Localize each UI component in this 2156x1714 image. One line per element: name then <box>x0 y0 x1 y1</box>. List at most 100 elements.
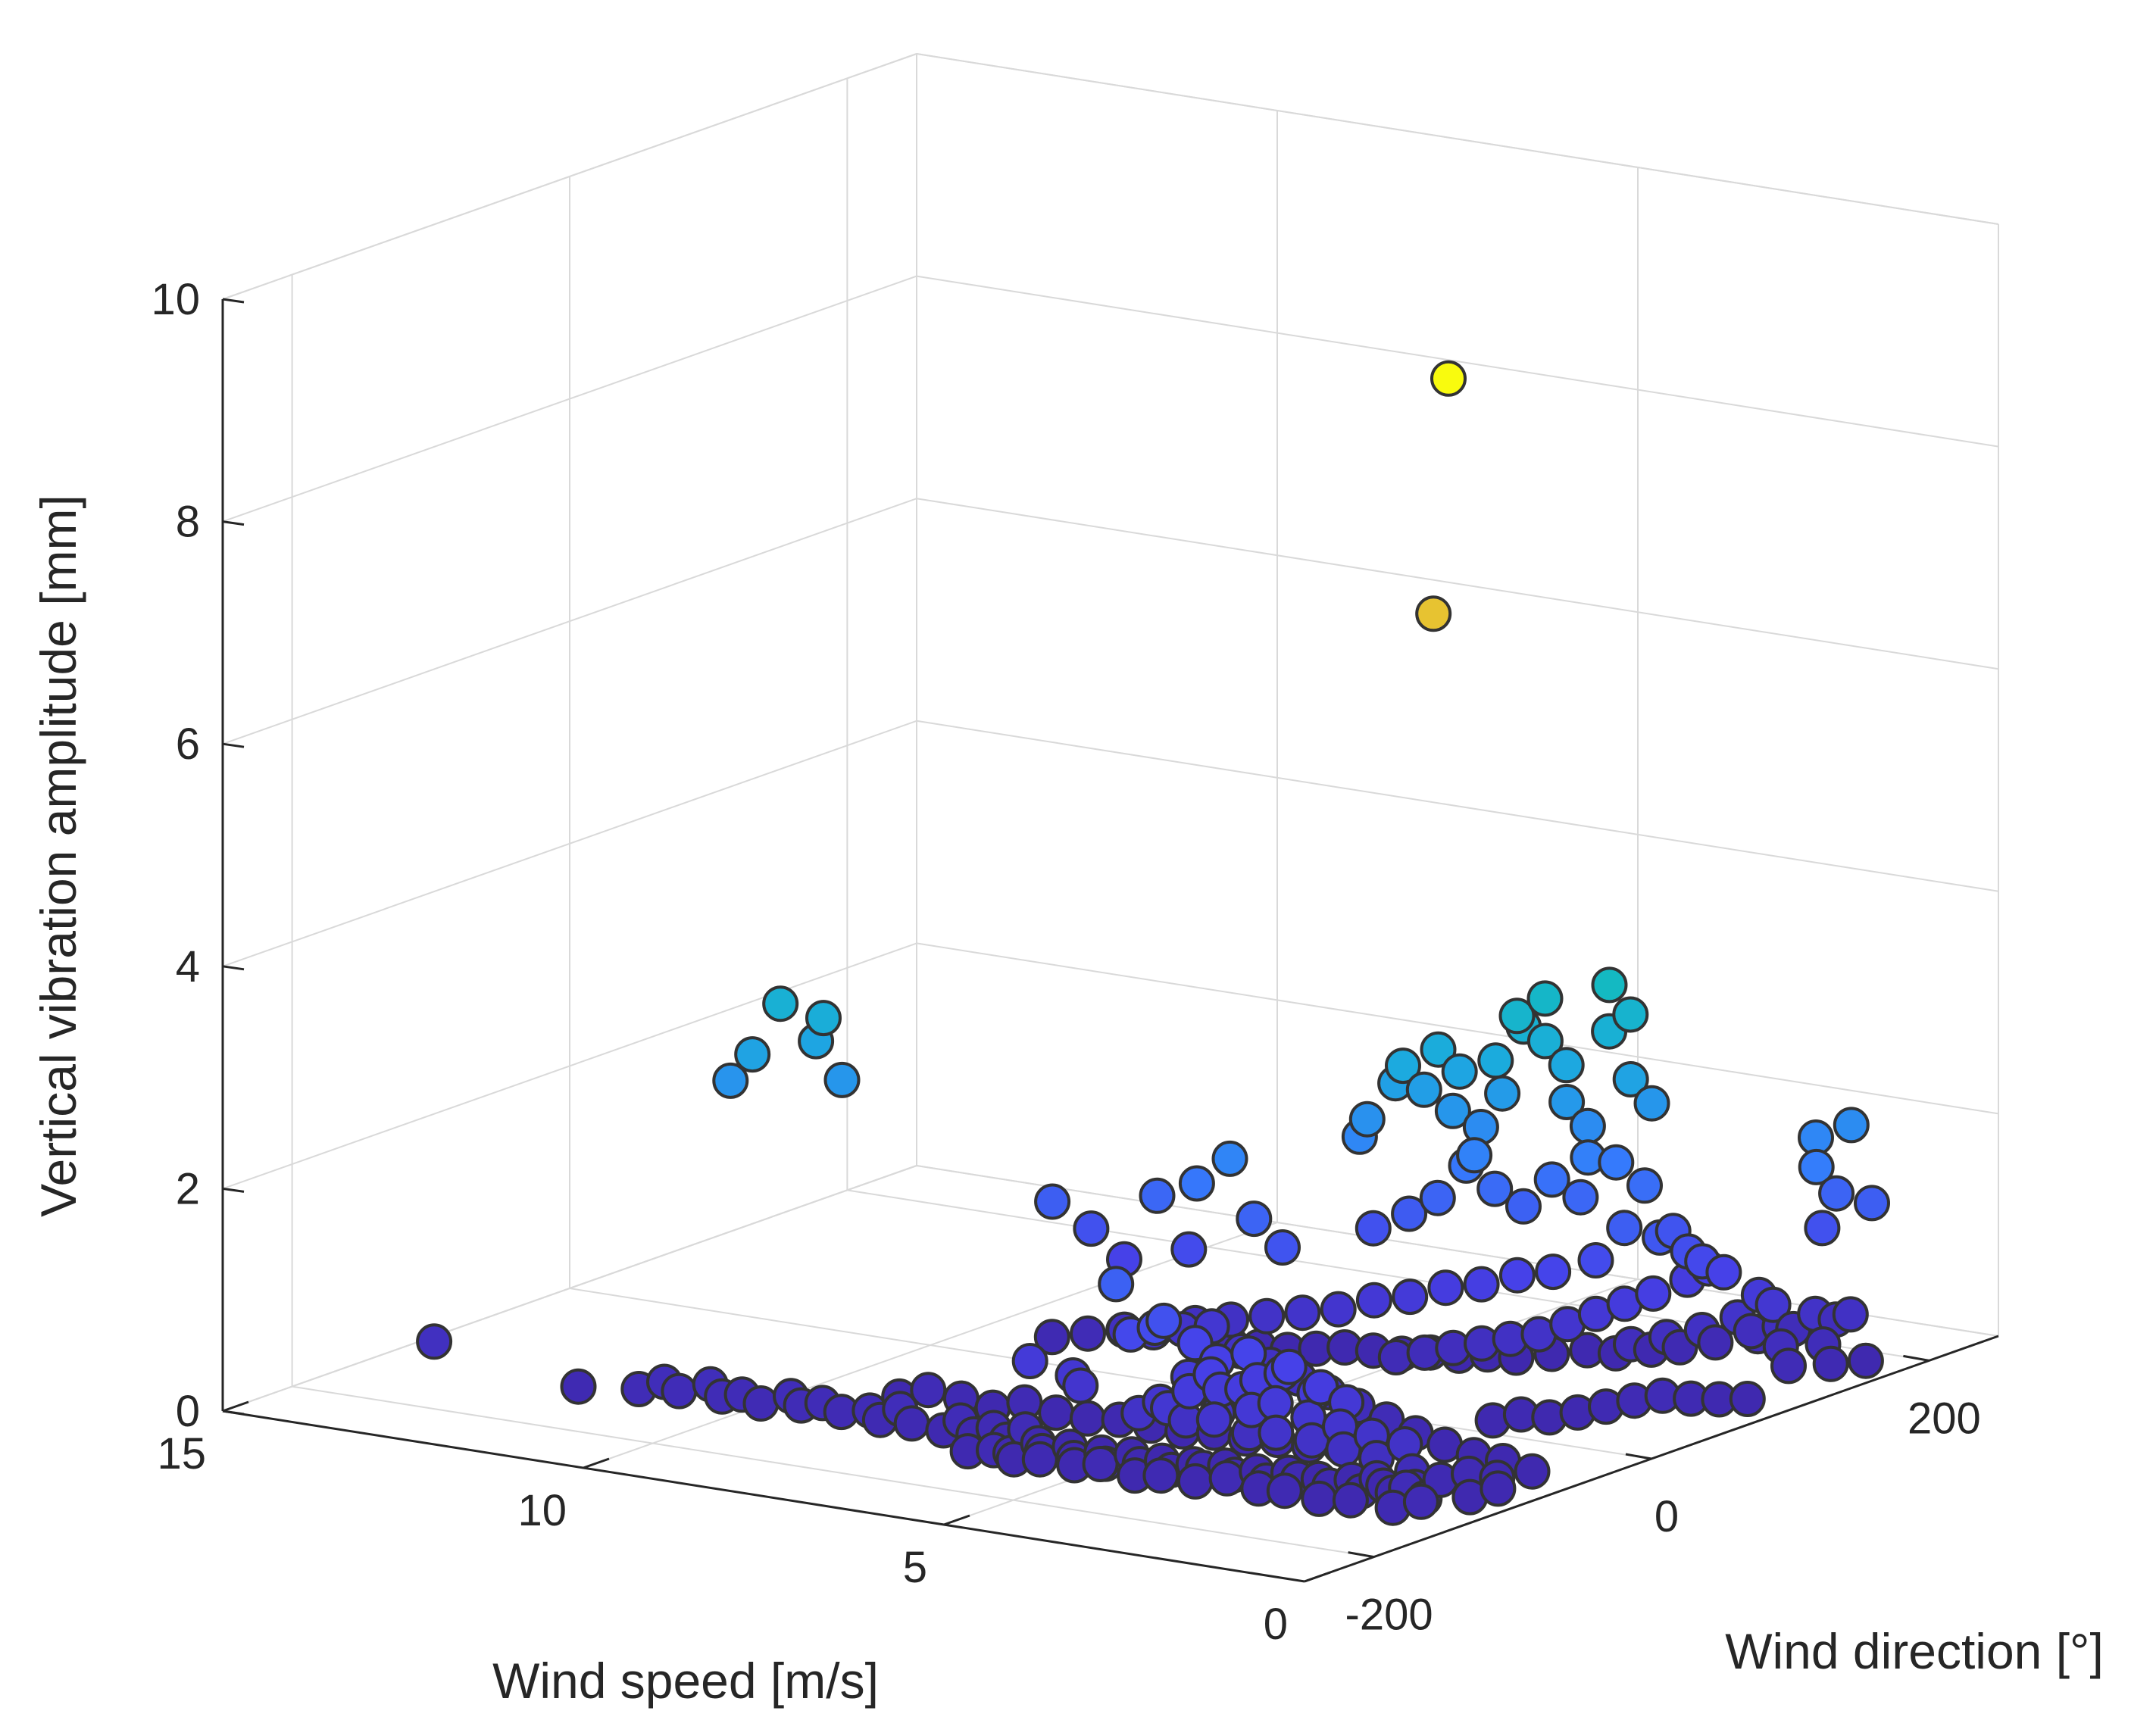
x-tick-mark <box>222 1400 249 1413</box>
z-gridline-back <box>222 942 917 1190</box>
z-gridline-back <box>222 53 917 300</box>
data-point <box>1430 360 1467 397</box>
data-point <box>1847 1342 1884 1379</box>
x-tick-mark <box>583 1457 610 1469</box>
data-point <box>1434 1092 1471 1129</box>
data-point <box>1142 1457 1180 1494</box>
data-point <box>805 1000 842 1037</box>
z-tick-label: 10 <box>151 275 200 324</box>
z-gridline-back <box>222 498 917 745</box>
data-point <box>1427 1269 1464 1307</box>
labels-layer: 0 5 10 15 -200 0 200 0 2 4 6 8 10 Wind speed [m/s] Win… <box>30 275 2104 1709</box>
data-point <box>1348 1101 1386 1138</box>
data-point <box>1798 1148 1835 1185</box>
x-tick-label: 0 <box>1264 1600 1288 1649</box>
data-point <box>1770 1347 1807 1385</box>
data-point <box>1178 1165 1215 1202</box>
data-point <box>1139 1177 1176 1214</box>
data-point <box>1635 1275 1672 1312</box>
data-point <box>1264 1229 1301 1266</box>
data-point <box>1562 1179 1599 1216</box>
data-point <box>1415 595 1452 632</box>
data-point <box>661 1372 698 1410</box>
axes-layer <box>221 298 1999 1583</box>
data-point <box>1441 1053 1478 1090</box>
data-point <box>1420 1031 1457 1068</box>
data-point <box>1033 1319 1070 1356</box>
data-point <box>1145 1302 1183 1339</box>
y-axis-title: Wind direction [°] <box>1725 1623 2104 1679</box>
data-point <box>1419 1179 1456 1216</box>
data-point <box>1548 1084 1586 1120</box>
data-point <box>1526 1022 1564 1060</box>
data-point <box>1804 1210 1841 1247</box>
x-axis-title: Wind speed [m/s] <box>492 1653 879 1709</box>
data-point <box>1577 1242 1614 1278</box>
data-point <box>1385 1047 1421 1085</box>
data-point <box>1248 1297 1286 1335</box>
z-gridline-back <box>222 275 917 523</box>
data-point <box>1729 1381 1766 1417</box>
data-point <box>1073 1210 1110 1247</box>
y-tick-mark <box>1348 1551 1374 1559</box>
data-point <box>1477 1042 1514 1079</box>
grid-layer <box>222 53 1999 1582</box>
y-tick-mark <box>1903 1354 1929 1362</box>
data-point <box>1034 1183 1071 1220</box>
data-point <box>1533 1161 1570 1198</box>
data-point <box>910 1372 947 1409</box>
data-point <box>1476 1170 1514 1207</box>
data-point <box>1832 1296 1869 1333</box>
data-point <box>1456 1137 1493 1174</box>
data-point <box>1195 1401 1233 1438</box>
data-point <box>1391 1195 1428 1232</box>
data-point <box>823 1061 861 1098</box>
x-tick-label: 15 <box>157 1429 206 1478</box>
data-point <box>1535 1253 1572 1291</box>
z-gridline-right <box>916 275 1999 448</box>
data-point <box>1170 1231 1208 1268</box>
data-point <box>1355 1210 1392 1247</box>
x-tick-mark <box>1304 1571 1331 1583</box>
data-point <box>1208 1460 1245 1497</box>
data-point <box>1505 1188 1542 1225</box>
data-point <box>1480 1470 1517 1507</box>
data-point <box>1284 1294 1321 1332</box>
data-point <box>1211 1140 1248 1177</box>
data-point <box>1258 1414 1295 1451</box>
y-tick-label: -200 <box>1345 1591 1433 1640</box>
data-point <box>1514 1453 1551 1490</box>
z-tick-mark <box>222 965 245 971</box>
data-point <box>1270 1348 1308 1385</box>
data-point <box>1011 1343 1048 1379</box>
data-point <box>762 985 799 1022</box>
z-tick-mark <box>222 520 245 526</box>
y-tick-label: 0 <box>1654 1492 1679 1541</box>
z-tick-label: 4 <box>176 942 200 991</box>
data-point <box>1098 1266 1135 1303</box>
z-gridline-right <box>916 720 1999 892</box>
data-point <box>1569 1107 1606 1144</box>
data-point <box>1021 1441 1058 1478</box>
data-point <box>1484 1075 1521 1112</box>
data-point <box>1402 1483 1439 1520</box>
data-point <box>1598 1144 1635 1181</box>
data-point <box>712 1062 749 1099</box>
data-point <box>1818 1175 1855 1212</box>
z-gridline-right <box>916 942 1999 1115</box>
y-tick-mark <box>1625 1453 1652 1460</box>
data-point <box>1626 1167 1663 1204</box>
data-point <box>1705 1253 1742 1291</box>
z-tick-mark <box>222 298 245 304</box>
z-axis-title: Vertical vibration amplitude [mm] <box>30 495 86 1217</box>
data-point <box>1332 1481 1369 1519</box>
data-point <box>1812 1345 1849 1382</box>
data-point <box>1392 1278 1429 1316</box>
data-point <box>1498 997 1536 1035</box>
data-point <box>1498 1257 1536 1294</box>
x-tick-label: 5 <box>903 1543 927 1592</box>
data-point <box>1854 1185 1890 1222</box>
data-point <box>1082 1446 1119 1482</box>
z-tick-mark <box>222 1187 245 1193</box>
